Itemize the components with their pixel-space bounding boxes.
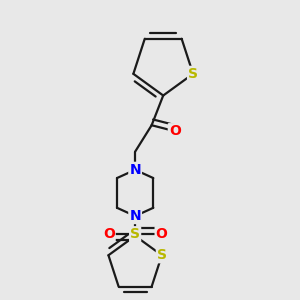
Text: O: O: [169, 124, 181, 138]
Text: S: S: [188, 67, 198, 81]
Text: O: O: [103, 227, 115, 241]
Text: S: S: [130, 227, 140, 241]
Text: O: O: [156, 227, 167, 241]
Text: N: N: [129, 163, 141, 177]
Text: S: S: [157, 248, 167, 262]
Text: N: N: [129, 209, 141, 223]
